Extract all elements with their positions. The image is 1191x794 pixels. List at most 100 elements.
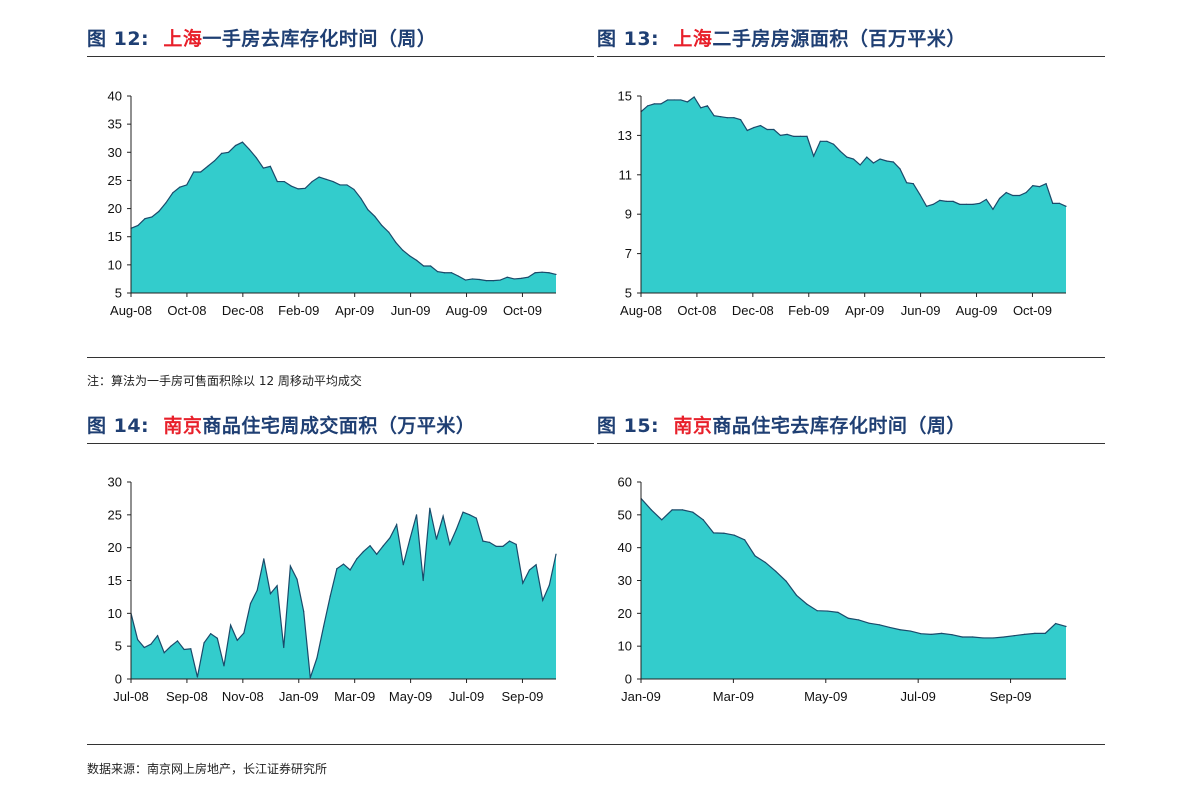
data-point: [919, 193, 921, 196]
data-point: [909, 630, 912, 632]
rule-lower-left: [87, 443, 594, 444]
data-point: [535, 564, 537, 566]
data-point: [889, 626, 891, 629]
rule-top-left: [87, 56, 594, 57]
data-point: [647, 105, 649, 107]
y-tick-label: 10: [108, 606, 122, 621]
data-point: [276, 180, 278, 183]
data-point: [436, 271, 439, 273]
data-point: [416, 259, 418, 261]
data-point: [527, 276, 529, 278]
data-point: [846, 156, 848, 158]
data-point: [852, 158, 855, 160]
data-point: [332, 180, 334, 183]
data-point: [311, 180, 313, 183]
data-point: [150, 643, 152, 645]
data-point: [1038, 186, 1041, 188]
data-point: [952, 200, 954, 202]
data-point: [356, 558, 358, 560]
data-point: [193, 171, 195, 173]
data-point: [402, 564, 404, 566]
rule-bottom: [87, 744, 1105, 745]
data-point: [1032, 185, 1034, 187]
data-point: [779, 134, 782, 136]
data-point: [442, 515, 444, 517]
data-point: [382, 545, 384, 547]
data-point: [144, 218, 146, 220]
y-tick-label: 40: [108, 89, 122, 104]
data-point: [304, 187, 306, 189]
data-point: [158, 210, 160, 212]
x-tick-label: Dec-08: [732, 303, 774, 318]
data-point: [263, 558, 265, 560]
data-point: [183, 648, 185, 651]
data-point: [534, 272, 536, 274]
data-point: [700, 107, 702, 109]
data-point: [395, 241, 397, 243]
data-point: [234, 144, 237, 147]
figure-13-subject: 二手房房源面积（百万平米）: [712, 28, 966, 50]
x-tick-label: Mar-09: [334, 689, 375, 704]
chart-nanjing-inventory-weeks: 0 10 20 30 40 50 60 Jan-09 Mar-09 May-09 Jul-09 Sep…: [618, 475, 1067, 704]
x-tick-label: Oct-08: [677, 303, 716, 318]
data-point: [693, 96, 695, 98]
x-tick-label: May-09: [804, 689, 847, 704]
x-tick-label: Feb-09: [278, 303, 319, 318]
y-tick-label: 25: [108, 173, 122, 188]
data-point: [1058, 202, 1060, 204]
data-point: [409, 255, 411, 257]
data-point: [706, 105, 709, 107]
data-point: [906, 182, 908, 184]
data-point: [959, 203, 961, 205]
data-point: [712, 532, 715, 534]
data-point: [832, 143, 835, 145]
data-point: [766, 128, 768, 131]
y-tick-label: 15: [108, 573, 122, 588]
y-tick-label: 30: [618, 573, 632, 588]
x-tick-label: Jul-09: [449, 689, 484, 704]
y-tick-label: 13: [618, 128, 632, 143]
data-point: [979, 202, 981, 204]
data-point: [137, 639, 139, 641]
data-point: [369, 545, 371, 547]
x-tick-label: Mar-09: [713, 689, 754, 704]
data-point: [283, 646, 285, 649]
data-point: [464, 279, 467, 281]
rule-top-right: [597, 56, 1105, 57]
y-tick-label: 0: [115, 672, 122, 687]
data-point: [733, 117, 735, 119]
x-tick-label: Jan-09: [621, 689, 661, 704]
data-point: [826, 610, 829, 612]
figure-14-prefix: 图 14:: [87, 415, 150, 437]
x-tick-label: Dec-08: [222, 303, 264, 318]
data-point: [214, 160, 216, 162]
data-point: [912, 183, 914, 185]
data-point: [502, 545, 504, 547]
data-point: [360, 197, 362, 200]
figure-12-prefix: 图 12:: [87, 28, 150, 50]
data-point: [170, 645, 172, 647]
y-tick-label: 0: [625, 672, 632, 687]
data-point: [241, 141, 244, 143]
data-point: [673, 99, 675, 101]
data-point: [449, 543, 451, 545]
data-point: [255, 157, 258, 159]
data-point: [793, 135, 795, 137]
data-point: [859, 164, 861, 166]
data-point: [813, 155, 815, 157]
x-tick-label: Jun-09: [391, 303, 431, 318]
data-point: [740, 119, 742, 121]
y-tick-label: 20: [108, 201, 122, 216]
data-point: [429, 265, 432, 267]
data-point: [389, 537, 391, 539]
data-point: [920, 633, 922, 635]
data-point: [520, 277, 522, 279]
data-point: [296, 578, 298, 580]
y-tick-label: 30: [108, 145, 122, 160]
data-point: [528, 569, 531, 571]
data-point: [866, 156, 868, 158]
data-point: [1044, 632, 1046, 634]
data-point: [210, 633, 212, 635]
methodology-note: 注：算法为一手房可售面积除以 12 周移动平均成交: [87, 374, 362, 388]
data-point: [702, 519, 704, 521]
